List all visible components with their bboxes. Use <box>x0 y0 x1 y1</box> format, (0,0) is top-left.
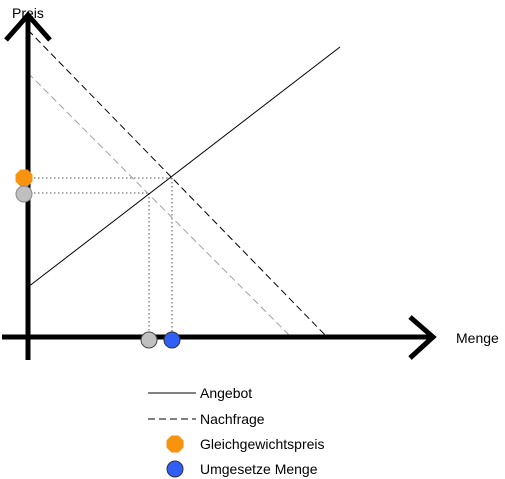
x-axis-label: Menge <box>456 330 499 346</box>
legend-quantity-label: Umgesetze Menge <box>200 461 318 477</box>
equilibrium-price-octagon-marker-icon <box>15 169 33 187</box>
y-axis-arrowhead-icon <box>4 11 52 42</box>
legend-supply-label: Angebot <box>200 385 252 401</box>
legend: Angebot Nachfrage Gleichgewichtspreis Um… <box>148 385 325 478</box>
demand-curve <box>27 29 329 339</box>
legend-demand-label: Nachfrage <box>200 411 265 427</box>
shifted-quantity-circle-marker-icon <box>140 331 158 349</box>
y-axis-label: Preis <box>12 5 44 21</box>
legend-quantity-circle-marker-icon <box>166 460 184 478</box>
x-axis-arrowhead-icon <box>408 315 437 360</box>
guide-lines <box>26 177 173 338</box>
supply-curve <box>27 46 341 288</box>
legend-equilibrium-octagon-marker-icon <box>166 435 184 453</box>
shifted-demand-curve <box>27 72 293 339</box>
axes <box>2 11 437 360</box>
shifted-price-circle-marker-icon <box>15 185 33 203</box>
legend-equilibrium-label: Gleichgewichtspreis <box>200 436 325 452</box>
equilibrium-quantity-circle-marker-icon <box>163 331 181 349</box>
